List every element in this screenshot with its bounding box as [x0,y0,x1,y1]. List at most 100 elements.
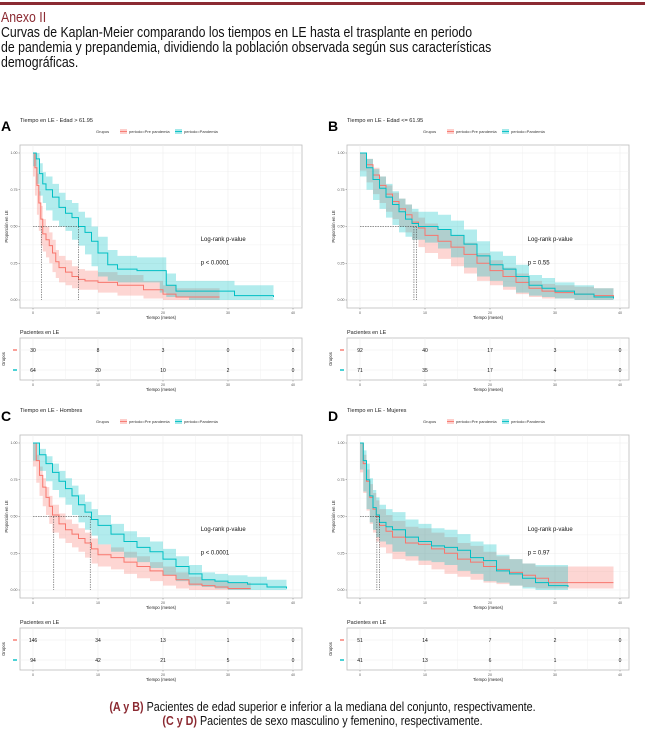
figure-caption-line-3: demográficas. [1,54,79,71]
y-tick-label: 1.00 [11,441,18,445]
ci-band-pandemia [360,443,568,590]
figure-footnote: (A y B) Pacientes de edad superior e inf… [0,700,645,728]
risk-count: 1 [227,638,230,644]
chart-c-risk-x-axis-label: Tiempo (meses) [146,677,177,682]
y-tick-label: 0.75 [338,188,345,192]
chart-c-logrank-label: Log-rank p-value [201,527,247,533]
risk-x-tick-label: 40 [618,383,622,387]
chart-a-risk-table [19,337,303,381]
legend-label-pandemia: periodo=Pandemia [184,419,218,424]
chart-a-pvalue: p < 0.0001 [201,261,230,267]
y-tick-label: 0.50 [11,225,18,229]
risk-count: 34 [95,638,101,644]
chart-d-pvalue: p = 0.97 [528,551,551,557]
risk-count: 51 [357,638,363,644]
y-tick-label: 0.25 [338,261,345,265]
risk-count: 5 [227,658,230,664]
x-tick-label: 40 [291,601,295,605]
chart-d-title: Tiempo en LE - Mujeres [347,408,407,414]
legend-title: Grupos [423,129,436,134]
chart-d-panel-letter: D [328,408,338,424]
km-panel-c: C Tiempo en LE - Hombres Grupos periodo=Pre… [0,402,315,687]
risk-count: 6 [489,658,492,664]
x-tick-label: 40 [618,311,622,315]
km-panel-a: A Tiempo en LE - Edad > 61.95 Grupos period… [0,112,315,397]
chart-b-risk-y-label: Grupos [328,352,333,366]
y-tick-label: 0.25 [11,551,18,555]
risk-count: 14 [422,638,428,644]
footnote-ab-text: Pacientes de edad superior e inferior a … [143,700,536,714]
risk-count: 41 [357,658,363,664]
risk-count: 2 [227,368,230,374]
chart-b-risk-table-title: Pacientes en LE [347,330,387,336]
risk-count: 0 [292,638,295,644]
risk-count: 2 [554,638,557,644]
chart-a-title: Tiempo en LE - Edad > 61.95 [20,118,93,124]
chart-c-x-axis-label: Tiempo (meses) [146,605,177,610]
y-tick-label: 1.00 [11,151,18,155]
legend-title: Grupos [96,129,109,134]
risk-count: 7 [489,638,492,644]
risk-x-tick-label: 0 [359,673,361,677]
risk-x-tick-label: 40 [618,673,622,677]
chart-d-risk-y-label: Grupos [328,642,333,656]
footnote-cd-text: Pacientes de sexo masculino y femenino, … [197,714,483,728]
x-tick-label: 0 [359,311,361,315]
footnote-line-1: (A y B) Pacientes de edad superior e inf… [45,700,600,714]
x-tick-label: 30 [553,311,557,315]
risk-count: 0 [292,368,295,374]
legend-label-pre-pandemia: periodo=Pre pandemia [456,419,497,424]
chart-b-y-axis-label: Proporción en LE [331,210,336,243]
risk-count: 30 [30,348,36,354]
km-curve-pandemia [33,152,274,298]
chart-a-risk-table-title: Pacientes en LE [20,330,60,336]
y-tick-label: 0.00 [11,298,18,302]
legend-label-pre-pandemia: periodo=Pre pandemia [129,419,170,424]
risk-x-tick-label: 40 [291,383,295,387]
ci-band-pre-pandemia [360,443,614,589]
chart-b-title: Tiempo en LE - Edad <= 61.95 [347,118,423,124]
risk-x-tick-label: 30 [226,673,230,677]
risk-x-tick-label: 20 [488,383,492,387]
risk-count: 13 [422,658,428,664]
chart-c-panel-letter: C [1,408,11,424]
chart-c-risk-table-title: Pacientes en LE [20,620,60,626]
chart-a-logrank-label: Log-rank p-value [201,237,247,243]
x-tick-label: 10 [423,311,427,315]
risk-count: 17 [487,368,493,374]
risk-count: 94 [30,658,36,664]
y-tick-label: 0.50 [11,515,18,519]
y-tick-label: 0.75 [11,478,18,482]
risk-count: 42 [95,658,101,664]
risk-x-tick-label: 40 [291,673,295,677]
risk-x-tick-label: 0 [359,383,361,387]
top-rule [0,2,645,5]
chart-b-logrank-label: Log-rank p-value [528,237,574,243]
risk-count: 146 [29,638,38,644]
x-tick-label: 0 [32,601,34,605]
chart-d-logrank-label: Log-rank p-value [528,527,574,533]
x-tick-label: 20 [161,601,165,605]
chart-c-legend: Grupos periodo=Pre pandemia periodo=Pandem… [96,419,218,424]
km-chart-c: C Tiempo en LE - Hombres Grupos periodo=Pre… [1,408,303,682]
chart-a-risk-x-axis-label: Tiempo (meses) [146,387,177,392]
x-tick-label: 20 [488,311,492,315]
risk-count: 0 [619,658,622,664]
risk-count: 0 [619,638,622,644]
risk-x-tick-label: 20 [488,673,492,677]
y-tick-label: 0.75 [11,188,18,192]
x-tick-label: 20 [161,311,165,315]
ci-band-pandemia [33,153,274,300]
x-tick-label: 30 [226,311,230,315]
chart-a-x-axis-label: Tiempo (meses) [146,315,177,320]
chart-c-pvalue: p < 0.0001 [201,551,230,557]
chart-b-risk-table [346,337,630,381]
risk-x-tick-label: 30 [553,673,557,677]
risk-count: 0 [292,348,295,354]
chart-b-pvalue: p = 0.55 [528,261,551,267]
chart-b-legend: Grupos periodo=Pre pandemia periodo=Pandem… [423,129,545,134]
x-tick-label: 10 [96,311,100,315]
risk-count: 0 [619,368,622,374]
